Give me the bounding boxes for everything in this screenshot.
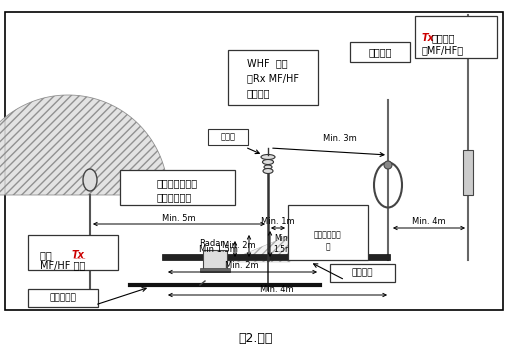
Text: WHF  天线
或Rx MF/HF
簧片天线: WHF 天线 或Rx MF/HF 簧片天线: [247, 58, 299, 98]
Text: Min. 3m: Min. 3m: [323, 134, 357, 143]
Bar: [463, 150, 473, 195]
Text: 不在雷达波束: 不在雷达波束: [314, 230, 342, 239]
Text: 簧片天线: 簧片天线: [432, 33, 456, 43]
Polygon shape: [0, 95, 168, 195]
Text: Min. 2m: Min. 2m: [225, 262, 259, 271]
Circle shape: [384, 161, 392, 169]
Text: Min. 2m: Min. 2m: [222, 242, 256, 251]
Text: 不在国际海事通
信卫星波束内: 不在国际海事通 信卫星波束内: [156, 178, 198, 202]
Bar: [120, 170, 235, 205]
Ellipse shape: [264, 165, 272, 169]
Bar: [288, 205, 368, 260]
Bar: [228, 50, 318, 105]
Text: Tx: Tx: [72, 250, 85, 260]
Text: 环形天线: 环形天线: [368, 47, 392, 57]
Ellipse shape: [261, 154, 275, 160]
Text: Min. 4m: Min. 4m: [412, 218, 446, 227]
Bar: [200, 268, 230, 272]
Ellipse shape: [263, 169, 273, 174]
Text: Min 1.5m: Min 1.5m: [199, 245, 238, 254]
Bar: [415, 16, 497, 58]
Text: Min.
1.5m: Min. 1.5m: [273, 234, 292, 254]
Bar: [162, 254, 390, 260]
Text: 金属表面: 金属表面: [351, 269, 373, 278]
Polygon shape: [225, 235, 290, 262]
Bar: [203, 250, 227, 270]
Bar: [28, 235, 118, 270]
Text: Min. 1m: Min. 1m: [261, 218, 295, 227]
Text: Min. 5m: Min. 5m: [162, 213, 196, 222]
Text: 内: 内: [326, 243, 330, 252]
Text: ~~~: ~~~: [72, 256, 86, 261]
Text: （MF/HF）: （MF/HF）: [422, 45, 464, 55]
Bar: [208, 129, 248, 145]
Text: Tx: Tx: [422, 33, 435, 43]
Text: 气象站: 气象站: [221, 133, 235, 142]
Ellipse shape: [263, 160, 273, 164]
Text: 天线绝缘环: 天线绝缘环: [50, 294, 76, 303]
Text: Radar: Radar: [200, 238, 225, 247]
Text: Min. 4m: Min. 4m: [260, 285, 294, 294]
Bar: [28, 289, 98, 307]
Ellipse shape: [83, 169, 97, 191]
Bar: [330, 264, 395, 282]
Text: MF/HF 天线: MF/HF 天线: [40, 260, 85, 270]
Text: 图2.天线: 图2.天线: [239, 331, 273, 345]
Text: 长线: 长线: [40, 250, 55, 260]
Bar: [350, 42, 410, 62]
Bar: [5, 12, 503, 310]
